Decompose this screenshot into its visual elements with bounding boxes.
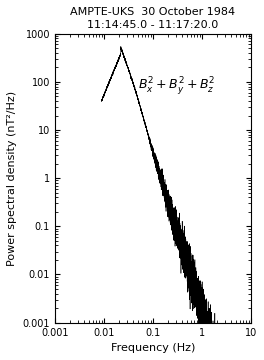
Y-axis label: Power spectral density (nT²/Hz): Power spectral density (nT²/Hz) [7,91,17,266]
X-axis label: Frequency (Hz): Frequency (Hz) [111,343,195,353]
Title: AMPTE-UKS  30 October 1984
11:14:45.0 - 11:17:20.0: AMPTE-UKS 30 October 1984 11:14:45.0 - 1… [70,7,235,30]
Text: $B_x^2 + B_y^2 + B_z^2$: $B_x^2 + B_y^2 + B_z^2$ [138,75,215,97]
